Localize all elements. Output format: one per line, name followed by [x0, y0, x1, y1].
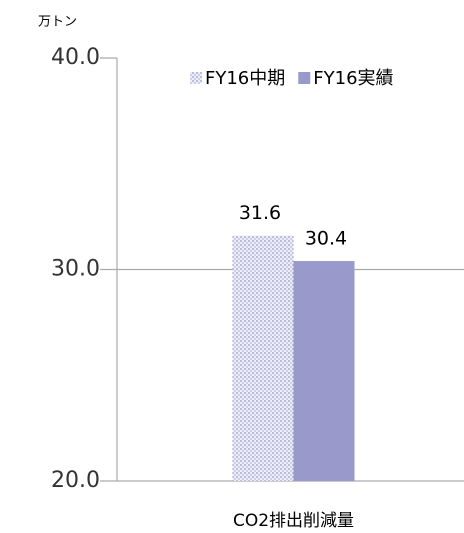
legend-swatch	[190, 72, 202, 84]
x-tick-label: CO2排出削減量	[233, 511, 354, 531]
legend-swatch	[298, 72, 311, 84]
y-tick-label: 30.0	[51, 257, 100, 282]
value-label: 31.6	[239, 202, 281, 224]
y-tick-label: 20.0	[51, 468, 100, 493]
bar	[232, 235, 294, 481]
bar	[293, 261, 355, 481]
legend-label: FY16実績	[313, 68, 393, 89]
legend-label: FY16中期	[205, 68, 285, 89]
unit-label: 万トン	[38, 15, 77, 30]
value-label: 30.4	[305, 228, 347, 250]
y-tick-label: 40.0	[51, 45, 100, 70]
